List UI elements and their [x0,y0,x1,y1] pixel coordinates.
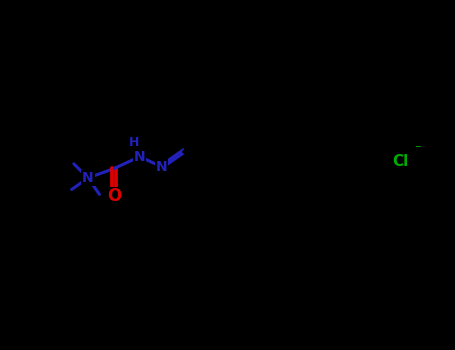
Text: Cl: Cl [392,154,408,169]
Text: N: N [156,160,167,174]
Text: O: O [107,187,121,205]
Text: H: H [128,136,139,149]
Text: N: N [134,149,146,163]
Text: N: N [82,171,94,185]
Text: ⁻: ⁻ [414,144,420,156]
